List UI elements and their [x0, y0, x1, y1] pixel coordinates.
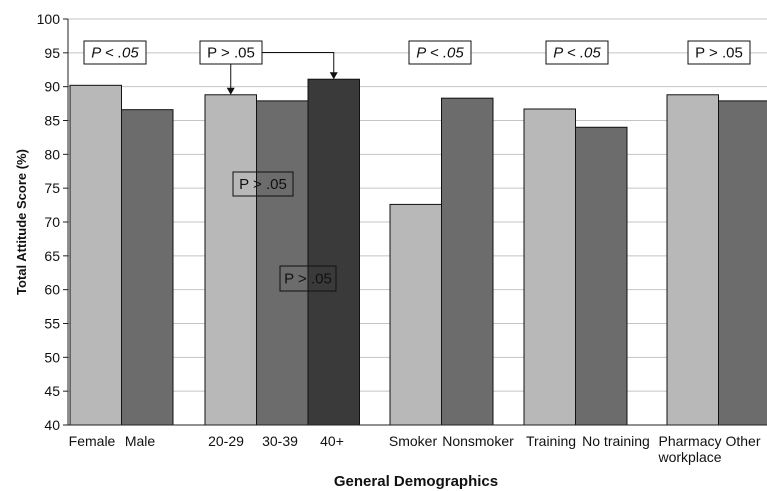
y-tick-label: 95	[44, 45, 60, 61]
bars	[69, 78, 767, 426]
bar-workplace-0	[666, 94, 719, 426]
annotation-text: P < .05	[416, 45, 464, 62]
annotation-box	[83, 40, 147, 65]
bar-age-2	[307, 78, 360, 426]
x-tick-label: 20-29	[208, 433, 244, 449]
annotation-text: P < .05	[91, 45, 139, 62]
bar-age-1	[256, 100, 309, 426]
bar-training-1	[575, 126, 628, 426]
x-tick-label: Other	[725, 433, 760, 449]
x-tick-label: Male	[125, 433, 156, 449]
y-tick-label: 75	[44, 180, 60, 196]
y-tick-label: 50	[44, 349, 60, 365]
x-tick-label: No training	[582, 433, 650, 449]
annotation-box	[687, 40, 751, 65]
x-tick-label: Nonsmoker	[442, 433, 514, 449]
annotation-box	[232, 171, 294, 197]
bracket-line	[262, 52, 335, 74]
x-tick-label: Training	[526, 433, 576, 449]
annotation-box	[408, 40, 472, 65]
bar-workplace-1	[718, 100, 767, 426]
x-axis-title: General Demographics	[334, 473, 498, 490]
bar-smoking-0	[389, 203, 442, 426]
annotation-text: P < .05	[553, 45, 601, 62]
x-tick-label: 30-39	[262, 433, 298, 449]
y-tick-label: 80	[44, 146, 60, 162]
y-tick-label: 45	[44, 383, 60, 399]
annotation-box	[279, 265, 337, 292]
y-tick-label: 85	[44, 113, 60, 129]
x-tick-label: 40+	[320, 433, 344, 449]
x-tick-label-line: Pharmacy	[658, 433, 721, 449]
x-tick-label: Female	[69, 433, 116, 449]
annotation-text: P > .05	[695, 45, 743, 62]
y-tick-label: 70	[44, 214, 60, 230]
y-tick-label: 40	[44, 417, 60, 433]
significance-annotations: P < .05 P > .05 P < .05 P < .05 P > .05 P > .…	[83, 40, 751, 292]
y-tick-labels: 40 45 50 55 60 65 70 75 80 85 90 95 100	[37, 11, 61, 433]
y-axis-title: Total Attitude Score (%)	[14, 149, 29, 295]
bar-age-0	[204, 94, 257, 426]
bar-gender-1	[121, 109, 174, 426]
x-tick-label-line: workplace	[657, 449, 721, 465]
x-tick-label: Pharmacy workplace	[657, 433, 721, 465]
y-tick-label: 55	[44, 316, 60, 332]
y-tick-label: 60	[44, 282, 60, 298]
y-tick-label: 65	[44, 248, 60, 264]
annotation-text: P > .05	[239, 176, 287, 193]
arrow-head	[329, 72, 338, 80]
y-tick-label: 90	[44, 79, 60, 95]
bar-training-0	[523, 108, 576, 426]
axes	[63, 18, 767, 426]
x-tick-label: Smoker	[389, 433, 438, 449]
annotation-box	[545, 40, 609, 65]
annotation-text: P > .05	[207, 45, 255, 62]
bar-smoking-1	[441, 97, 494, 426]
x-tick-labels: Female Male 20-29 30-39 40+ Smoker Nonsmoker Tr…	[69, 433, 761, 465]
bar-gender-0	[69, 84, 122, 426]
arrow-head	[226, 87, 235, 95]
annotation-text: P > .05	[284, 271, 332, 288]
y-tick-label: 100	[37, 11, 61, 27]
